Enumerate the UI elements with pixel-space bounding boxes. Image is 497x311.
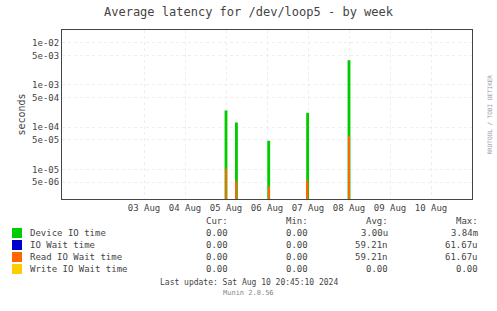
svg-text:61.67u: 61.67u bbox=[445, 240, 478, 250]
svg-text:03 Aug: 03 Aug bbox=[128, 203, 161, 213]
svg-text:0.00: 0.00 bbox=[286, 228, 308, 238]
svg-text:Munin 2.0.56: Munin 2.0.56 bbox=[223, 289, 274, 297]
svg-text:5e-04: 5e-04 bbox=[32, 93, 59, 103]
svg-text:04 Aug: 04 Aug bbox=[169, 203, 202, 213]
svg-text:Read IO Wait time: Read IO Wait time bbox=[30, 252, 122, 262]
svg-text:05 Aug: 05 Aug bbox=[210, 203, 243, 213]
svg-text:0.00: 0.00 bbox=[206, 228, 228, 238]
svg-text:0.00: 0.00 bbox=[206, 252, 228, 262]
svg-text:08 Aug: 08 Aug bbox=[333, 203, 366, 213]
svg-text:07 Aug: 07 Aug bbox=[292, 203, 325, 213]
svg-text:0.00: 0.00 bbox=[206, 264, 228, 274]
svg-text:Cur:: Cur: bbox=[206, 216, 228, 226]
svg-text:1e-02: 1e-02 bbox=[32, 38, 59, 48]
svg-text:3.00u: 3.00u bbox=[361, 228, 388, 238]
svg-text:09 Aug: 09 Aug bbox=[374, 203, 407, 213]
svg-text:Min:: Min: bbox=[286, 216, 308, 226]
svg-text:Avg:: Avg: bbox=[366, 216, 388, 226]
svg-text:seconds: seconds bbox=[16, 93, 27, 135]
svg-text:1e-05: 1e-05 bbox=[32, 165, 59, 175]
svg-text:0.00: 0.00 bbox=[456, 264, 478, 274]
svg-text:5e-03: 5e-03 bbox=[32, 51, 59, 61]
svg-text:0.00: 0.00 bbox=[286, 252, 308, 262]
svg-text:Max:: Max: bbox=[456, 216, 478, 226]
svg-text:5e-05: 5e-05 bbox=[32, 135, 59, 145]
svg-text:59.21n: 59.21n bbox=[355, 240, 388, 250]
svg-text:10 Aug: 10 Aug bbox=[415, 203, 448, 213]
svg-text:06 Aug: 06 Aug bbox=[251, 203, 284, 213]
svg-text:1e-03: 1e-03 bbox=[32, 80, 59, 90]
svg-text:0.00: 0.00 bbox=[366, 264, 388, 274]
svg-text:0.00: 0.00 bbox=[286, 264, 308, 274]
svg-text:Last update: Sat Aug 10 20:45:: Last update: Sat Aug 10 20:45:10 2024 bbox=[160, 278, 338, 287]
svg-text:59.21n: 59.21n bbox=[355, 252, 388, 262]
svg-text:1e-04: 1e-04 bbox=[32, 122, 59, 132]
svg-text:61.67u: 61.67u bbox=[445, 252, 478, 262]
svg-text:Device IO time: Device IO time bbox=[30, 228, 106, 238]
svg-text:RRDTOOL / TOBI OETIKER: RRDTOOL / TOBI OETIKER bbox=[486, 75, 493, 155]
svg-text:5e-06: 5e-06 bbox=[32, 177, 59, 187]
svg-text:Average latency for /dev/loop5: Average latency for /dev/loop5 - by week bbox=[104, 5, 394, 19]
svg-text:0.00: 0.00 bbox=[206, 240, 228, 250]
svg-text:Write IO Wait time: Write IO Wait time bbox=[30, 264, 128, 274]
svg-text:IO Wait time: IO Wait time bbox=[30, 240, 95, 250]
svg-text:3.84m: 3.84m bbox=[451, 228, 478, 238]
svg-text:0.00: 0.00 bbox=[286, 240, 308, 250]
